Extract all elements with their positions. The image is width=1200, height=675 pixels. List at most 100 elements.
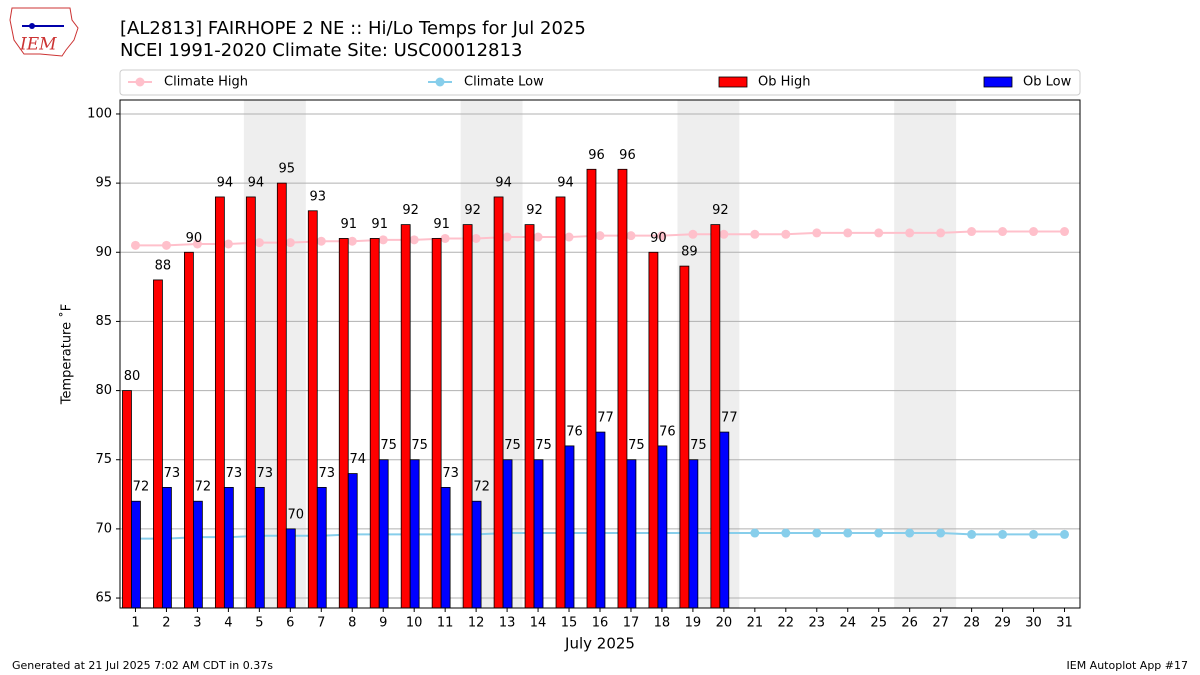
value-label: 76 <box>566 424 583 439</box>
bar <box>192 500 203 609</box>
value-label: 94 <box>248 175 265 190</box>
y-tick-label: 75 <box>95 452 112 467</box>
x-tick-label: 15 <box>561 616 578 631</box>
bar <box>710 224 721 609</box>
bar <box>524 224 535 609</box>
plot-frame <box>119 99 1081 609</box>
climate-point <box>874 528 884 538</box>
bar <box>338 238 349 609</box>
climate-point <box>781 229 791 239</box>
climate-point <box>409 235 419 245</box>
value-label: 93 <box>310 189 327 204</box>
value-label: 72 <box>133 480 150 495</box>
bar <box>679 265 690 609</box>
x-tick-label: 29 <box>994 616 1011 631</box>
climate-point <box>161 240 171 250</box>
logo-outline <box>9 7 79 57</box>
climate-point <box>719 229 729 239</box>
value-label: 90 <box>186 231 203 246</box>
climate-point <box>595 231 605 241</box>
bar <box>564 445 575 609</box>
x-tick-label: 6 <box>286 616 294 631</box>
bar <box>595 431 606 609</box>
legend-marker <box>135 77 145 87</box>
climate-point <box>130 240 140 250</box>
x-tick-label: 10 <box>406 616 423 631</box>
bar <box>462 224 473 609</box>
value-label: 75 <box>504 438 521 453</box>
climate-point <box>347 236 357 246</box>
value-label: 92 <box>712 203 729 218</box>
bar <box>347 473 358 609</box>
x-tick-label: 31 <box>1056 616 1073 631</box>
climate-point <box>936 228 946 238</box>
climate-point <box>967 529 977 539</box>
x-tick-label: 9 <box>379 616 387 631</box>
y-tick-label: 85 <box>95 314 112 329</box>
value-label: 75 <box>380 438 397 453</box>
value-label: 89 <box>681 245 698 260</box>
bar <box>502 459 513 609</box>
legend-label: Ob High <box>758 75 811 90</box>
value-label: 75 <box>535 438 552 453</box>
x-tick-label: 21 <box>747 616 764 631</box>
value-label: 94 <box>557 175 574 190</box>
bar <box>719 431 730 609</box>
bar <box>586 168 597 609</box>
x-tick-label: 22 <box>778 616 795 631</box>
bar <box>533 459 544 609</box>
climate-point <box>998 227 1008 237</box>
value-label: 72 <box>195 480 212 495</box>
value-label: 73 <box>164 466 181 481</box>
x-tick-label: 4 <box>224 616 232 631</box>
climate-point <box>378 235 388 245</box>
bar <box>223 486 234 609</box>
x-tick-label: 11 <box>437 616 454 631</box>
logo: IEM <box>9 7 79 57</box>
climate-point <box>626 231 636 241</box>
bar <box>440 486 451 609</box>
x-tick-label: 18 <box>654 616 671 631</box>
y-tick-label: 100 <box>87 106 112 121</box>
bar <box>184 251 194 609</box>
bar <box>617 168 628 609</box>
y-axis-label: Temperature ˚F <box>59 304 75 405</box>
bar <box>626 459 637 609</box>
climate-point <box>1060 529 1070 539</box>
bar <box>285 528 296 609</box>
climate-point <box>285 238 295 248</box>
x-tick-label: 16 <box>592 616 609 631</box>
x-tick-label: 23 <box>809 616 826 631</box>
x-tick-label: 1 <box>131 616 139 631</box>
x-tick-label: 7 <box>317 616 325 631</box>
y-tick-label: 70 <box>95 521 112 536</box>
value-label: 77 <box>721 411 738 426</box>
x-tick-label: 25 <box>870 616 887 631</box>
bar <box>409 459 420 609</box>
bar <box>400 224 411 609</box>
x-tick-label: 20 <box>716 616 733 631</box>
x-tick-label: 13 <box>499 616 516 631</box>
legend-label: Climate Low <box>464 75 544 90</box>
value-label: 91 <box>433 217 450 232</box>
bar <box>162 486 172 609</box>
bar <box>131 500 141 609</box>
value-label: 91 <box>340 217 357 232</box>
climate-point <box>843 528 853 538</box>
climate-point <box>533 232 543 242</box>
x-tick-label: 26 <box>901 616 918 631</box>
value-label: 72 <box>473 480 490 495</box>
climate-point <box>564 232 574 242</box>
bar <box>657 445 668 609</box>
x-tick-label: 17 <box>623 616 640 631</box>
climate-point <box>657 231 667 241</box>
value-label: 92 <box>464 203 481 218</box>
climate-point <box>998 529 1008 539</box>
y-tick-label: 80 <box>95 383 112 398</box>
legend-label: Climate High <box>164 75 248 90</box>
legend-swatch <box>718 76 748 88</box>
x-tick-label: 30 <box>1025 616 1042 631</box>
climate-point <box>750 229 760 239</box>
y-tick-label: 90 <box>95 245 112 260</box>
climate-point <box>936 528 946 538</box>
